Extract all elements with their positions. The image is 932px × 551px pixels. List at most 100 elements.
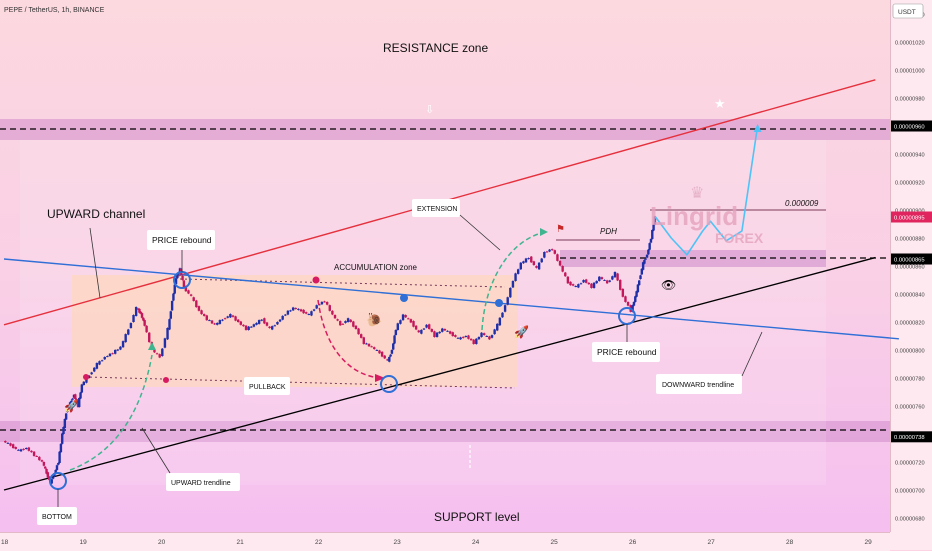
candle-body [260,319,263,321]
candle-body [641,262,645,270]
candle-body [388,356,391,362]
support-zone-band [0,421,890,442]
candle-body [32,451,36,456]
downward-trendline-callout[interactable]: DOWNWARD trendline [656,331,763,394]
candle-body [208,320,211,322]
candle-body [221,319,224,321]
currency-badge[interactable]: USDT [892,3,924,19]
candle-body [634,296,637,302]
candle-body [414,325,418,330]
candle-body [590,283,593,288]
price-rebound-callout-2[interactable]: PRICE rebound [592,324,660,362]
candle-body [121,341,125,348]
arrowhead-pink [375,374,385,382]
candle-body [448,331,452,334]
candle-body [373,347,376,350]
candle-body [132,315,135,322]
candle-body [433,331,436,337]
time-tick-label: 22 [315,539,323,546]
candle-body [134,307,138,316]
arrowhead-green-2 [540,228,548,236]
candle-body [291,307,295,311]
candle-body [80,384,84,393]
bottom-callout[interactable]: BOTTOM [37,489,77,525]
candle-body [90,372,93,375]
candle-body [635,291,638,297]
candle-body [161,348,164,357]
candle-body [603,279,606,281]
time-axis-ticks: 18 19 20 21 22 23 24 25 26 27 28 29 [1,539,872,546]
candle-body [407,318,410,320]
upward-trendline-callout[interactable]: UPWARD trendline [141,427,240,491]
candle-body [252,324,256,327]
upward-trendline[interactable] [3,256,876,491]
candle-body [579,283,583,285]
candle-body [344,321,347,323]
price-tick-label: 0.00000820 [895,321,925,327]
candle-body [74,394,77,400]
candle-body [652,224,655,231]
extension-callout[interactable]: EXTENSION [412,199,501,251]
candle-body [488,336,491,340]
candle-body [462,336,465,338]
price-tick-label: 0.00000680 [895,517,925,523]
candle-body [647,249,650,255]
candle-body [532,261,536,266]
candle-body [509,287,512,298]
candle-body [312,309,316,311]
candle-body [592,282,596,288]
rocket-icon: 🚀 [64,399,79,413]
price-tick-label: 0.00000980 [895,97,925,103]
candle-body [78,398,81,407]
upward-channel-pointer [89,227,101,299]
candle-body [213,323,216,325]
candle-body [548,249,551,252]
pullback-callout[interactable]: PULLBACK [244,377,290,395]
candle-body [76,401,80,407]
price-axis[interactable] [890,0,932,532]
time-tick-label: 20 [158,539,166,546]
green-arrow-bottom [69,354,153,471]
candle-body [566,276,570,284]
candle-body [535,266,538,268]
pullback-circle[interactable] [380,375,398,393]
candle-body [9,443,12,446]
candle-body [195,300,198,308]
candle-body [139,311,142,314]
pivot-dot-4 [83,374,89,380]
candle-body [239,321,243,325]
time-axis[interactable] [0,532,890,551]
candle-body [605,280,609,284]
price-rebound-callout-1[interactable]: PRICE rebound [147,230,215,272]
candle-body [375,349,379,351]
candle-body [305,312,308,314]
candle-body [168,319,171,330]
candle-body [124,334,127,343]
candle-body [430,329,434,332]
candle-body [346,318,350,323]
price-tick-label: 0.00000800 [895,349,925,355]
candle-body [100,360,104,362]
candle-body [370,346,373,348]
candle-body [136,308,140,310]
candle-body [302,309,305,314]
candle-body [530,256,533,263]
watermark-name: Lingrid [650,201,738,231]
candle-body [325,301,329,305]
candle-body [475,338,478,344]
candle-body [244,325,248,330]
upward-channel-label: UPWARD channel [47,207,145,221]
candle-body [55,465,59,470]
candle-body [93,367,96,372]
accumulation-zone-label: ACCUMULATION zone [334,263,418,272]
price-tick-label: 0.00000760 [895,405,925,411]
time-tick-label: 24 [472,539,480,546]
candle-body [422,328,426,330]
svg-text:USDT: USDT [898,9,916,16]
candle-body [45,468,48,474]
candle-body [571,284,575,286]
candle-body [281,315,284,320]
candle-body [70,399,73,404]
candle-body [63,419,67,428]
downward-trendline[interactable] [3,258,899,340]
